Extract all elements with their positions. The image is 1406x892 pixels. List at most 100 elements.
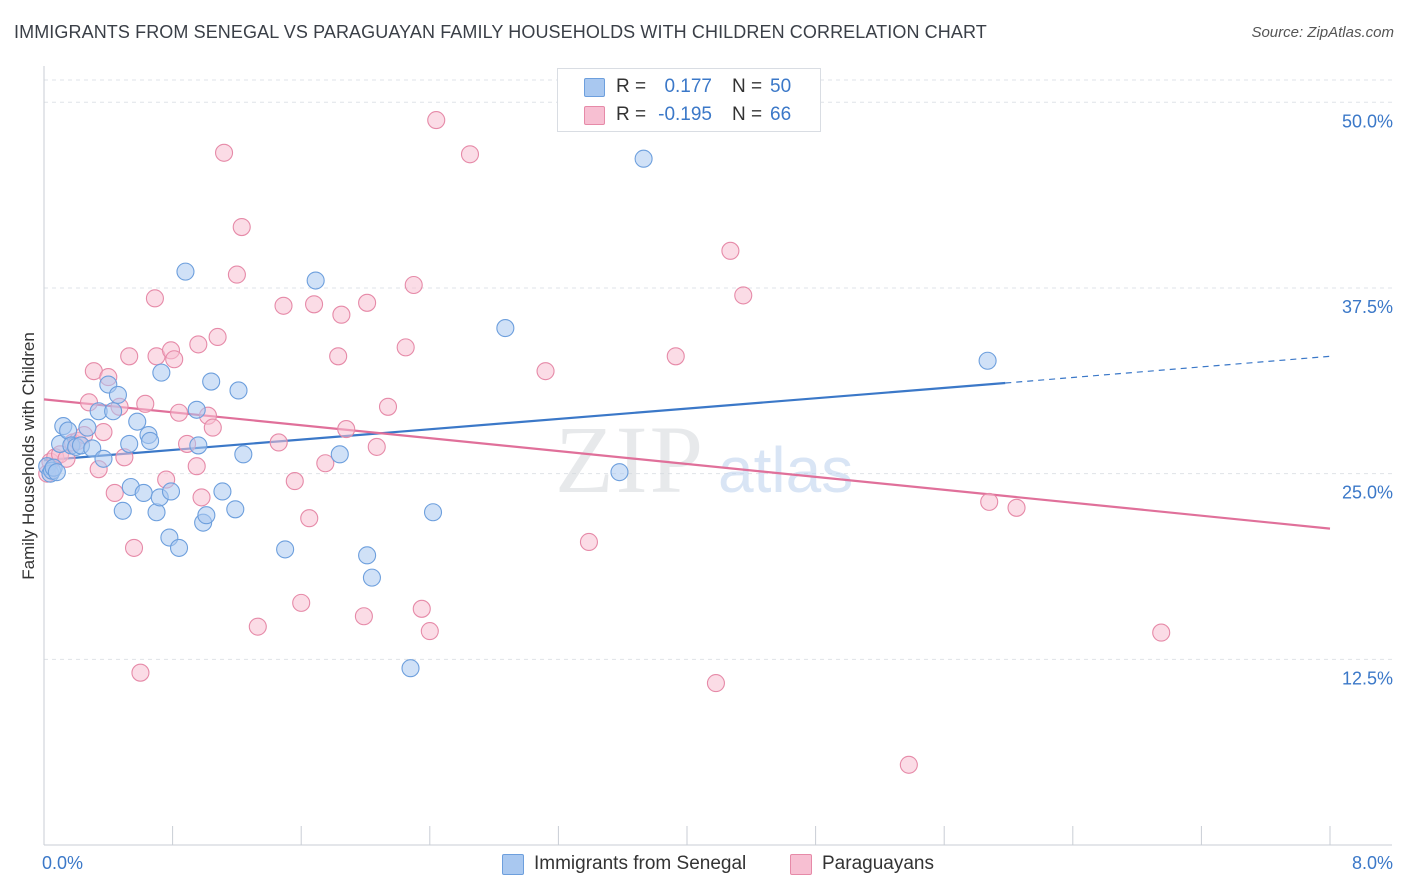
y-tick-label: 50.0% [1342, 111, 1393, 131]
paraguayans-point [285, 472, 304, 491]
senegal-point [152, 363, 171, 382]
legend-n-label: N = [732, 104, 763, 125]
legend-r-label: R = [616, 76, 647, 97]
paraguayans-point [1152, 623, 1171, 642]
senegal-point [202, 372, 221, 391]
senegal-point [197, 506, 216, 525]
paraguayans-point [105, 483, 124, 503]
senegal-point [113, 501, 132, 520]
paraguayans-point [404, 275, 423, 295]
legend-row-paraguayans: R = -0.195 N = 66 [558, 101, 820, 129]
senegal-point [120, 434, 139, 453]
paraguayans-point [131, 663, 150, 682]
paraguayans-point [420, 622, 439, 641]
paraguayans-point [232, 218, 251, 237]
legend-swatch-paraguayans [584, 106, 605, 125]
paraguayans-point [579, 532, 598, 552]
senegal-point [276, 540, 295, 559]
y-tick-label: 37.5% [1342, 297, 1393, 317]
senegal-point [128, 412, 147, 431]
paraguayans-trend-line [43, 398, 1331, 530]
paraguayans-point [427, 111, 446, 130]
senegal-point [306, 271, 325, 290]
senegal-point [94, 449, 113, 468]
paraguayans-point [1007, 498, 1026, 517]
senegal-point [496, 319, 515, 338]
senegal-point [978, 351, 997, 370]
paraguayans-point [396, 338, 415, 357]
paraguayans-point [460, 145, 480, 164]
senegal-point [610, 463, 629, 482]
paraguayans-point [378, 397, 398, 416]
senegal-point [78, 418, 97, 437]
paraguayans-point [666, 347, 685, 366]
paraguayans-point [269, 433, 288, 452]
senegal-point [176, 262, 195, 281]
senegal-point [161, 482, 181, 501]
senegal-point [362, 568, 381, 587]
senegal-point [141, 431, 160, 451]
senegal-point [59, 421, 78, 440]
paraguayans-point [316, 454, 335, 473]
legend-swatch-senegal [584, 78, 605, 97]
paraguayans-point [248, 617, 267, 636]
x-tick-label: 8.0% [1352, 853, 1393, 873]
chart-title: IMMIGRANTS FROM SENEGAL VS PARAGUAYAN FA… [14, 22, 987, 42]
series-legend: Immigrants from Senegal Paraguayans [0, 852, 1406, 878]
y-axis-label: Family Households with Children [19, 332, 38, 580]
legend-n-value: 66 [770, 104, 792, 125]
legend-n-label: N = [732, 76, 763, 97]
paraguayans-point [899, 755, 918, 774]
paraguayans-point [165, 350, 184, 369]
legend-row-senegal: R = 0.177 N = 50 [558, 73, 820, 101]
legend-r-value: -0.195 [658, 104, 712, 125]
paraguayans-point [734, 286, 753, 305]
paraguayans-point [337, 420, 356, 439]
paraguayans-point [214, 143, 234, 162]
paraguayans-point [192, 488, 211, 507]
senegal-point [108, 385, 127, 404]
gridlines [44, 79, 1392, 660]
senegal-point [423, 503, 443, 522]
senegal-point [104, 402, 123, 421]
paraguayans-point [203, 418, 222, 437]
senegal-point [147, 503, 166, 522]
paraguayans-point [706, 674, 725, 693]
senegal-point [234, 445, 253, 464]
paraguayans-point [94, 422, 113, 442]
senegal-point [330, 445, 349, 464]
series-label-senegal: Immigrants from Senegal [534, 853, 747, 874]
senegal-point [358, 546, 377, 565]
paraguayans-point [189, 335, 208, 354]
paraguayans-point [329, 347, 348, 366]
senegal-point [634, 149, 653, 168]
paraguayans-point [305, 295, 324, 314]
paraguayans-point [412, 599, 431, 618]
paraguayans-point [208, 327, 227, 347]
senegal-point [226, 500, 245, 519]
y-tick-label: 12.5% [1342, 668, 1393, 688]
senegal-point [47, 463, 66, 482]
paraguayans-point [124, 538, 144, 557]
senegal-point [187, 400, 206, 419]
series-label-paraguayans: Paraguayans [822, 853, 934, 874]
legend-r-label: R = [616, 104, 647, 125]
legend-n-value: 50 [770, 76, 792, 97]
senegal-point [189, 436, 208, 455]
senegal-point [213, 482, 232, 501]
paraguayans-point [332, 305, 351, 324]
watermark: ZIP atlas [555, 406, 853, 513]
legend-r-value: 0.177 [664, 76, 712, 97]
watermark-zip: ZIP [555, 406, 705, 513]
series-swatch-senegal [502, 854, 524, 875]
y-tick-label: 25.0% [1342, 483, 1393, 503]
senegal-point [169, 538, 189, 557]
source-label: Source: ZipAtlas.com [1251, 24, 1394, 41]
paraguayans-point [367, 437, 386, 456]
correlation-legend: R = 0.177 N = 50 R = -0.195 N = 66 [557, 68, 821, 132]
series-swatch-paraguayans [790, 854, 812, 875]
senegal-point [401, 659, 420, 678]
paraguayans-point [980, 492, 999, 511]
data-points [38, 111, 1171, 774]
